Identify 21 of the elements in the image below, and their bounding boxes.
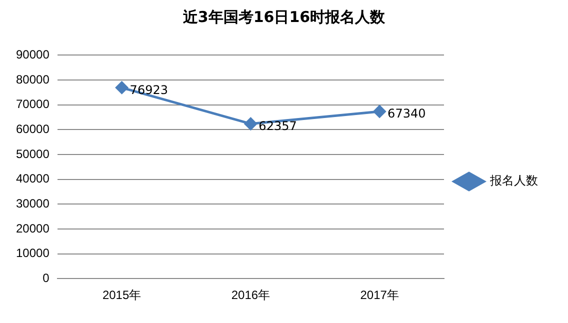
data-label: 76923 — [130, 82, 168, 97]
point — [373, 105, 386, 118]
legend-label: 报名人数 — [489, 174, 538, 188]
chart-title: 近3年国考16日16时报名人数 — [182, 8, 386, 27]
point — [116, 81, 128, 94]
x-tick-label: 2016年 — [231, 288, 270, 302]
y-tick-label: 50000 — [16, 146, 50, 161]
y-tick-label: 60000 — [16, 122, 50, 136]
y-tick-label: 0 — [42, 270, 50, 285]
y-tick-label: 40000 — [16, 172, 50, 186]
point — [244, 118, 257, 130]
x-tick-label: 2017年 — [360, 288, 399, 302]
data-label: 62357 — [258, 118, 297, 133]
x-tick-label: 2015年 — [102, 288, 142, 302]
data-label: 67340 — [388, 106, 426, 121]
y-tick-label: 20000 — [16, 221, 50, 236]
y-tick-label: 70000 — [16, 97, 50, 112]
y-tick-label: 90000 — [16, 48, 50, 62]
y-tick-label: 10000 — [16, 246, 50, 260]
y-tick-label: 80000 — [16, 72, 50, 86]
y-tick-label: 30000 — [16, 196, 50, 210]
